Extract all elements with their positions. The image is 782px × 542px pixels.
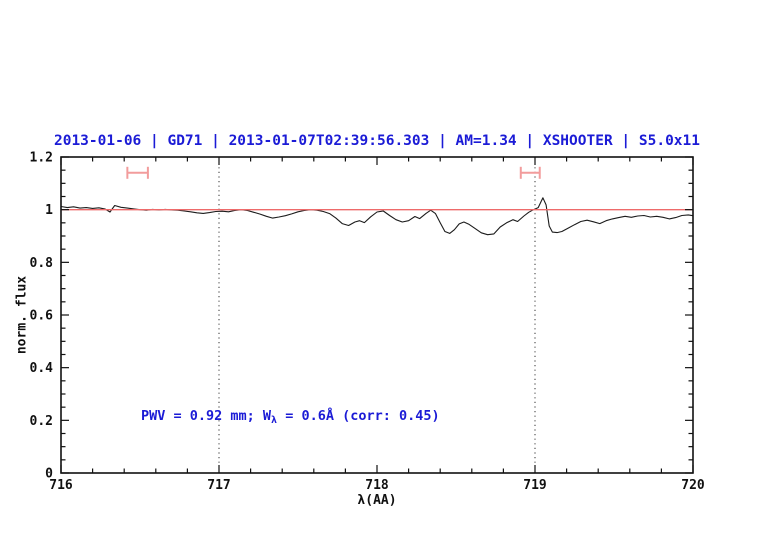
y-tick-label: 0.4 [30, 361, 54, 376]
x-tick-label: 716 [49, 478, 73, 493]
pwv-annotation: PWV = 0.92 mm; Wλ = 0.6Å (corr: 0.45) [141, 408, 440, 426]
x-tick-label: 718 [365, 478, 389, 493]
y-tick-label: 0 [45, 467, 53, 482]
y-tick-label: 0.2 [30, 414, 53, 429]
dotted-guide-lines [218, 158, 536, 472]
axes-frame [60, 156, 694, 474]
x-axis-label: λ(AA) [357, 493, 397, 508]
plot-title: 2013-01-06 | GD71 | 2013-01-07T02:39:56.… [53, 133, 700, 149]
spectrum-line [60, 197, 694, 236]
pwv-annotation-subscript: λ [271, 415, 278, 426]
x-tick-label: 720 [681, 478, 705, 493]
pwv-annotation-prefix: PWV = 0.92 mm; W [141, 408, 272, 424]
x-tick-label: 717 [207, 478, 230, 493]
y-tick-labels: 0 0.2 0.4 0.6 0.8 1 1.2 [30, 151, 54, 482]
y-tick-label: 1 [45, 203, 53, 218]
bandpass-markers [126, 166, 541, 179]
y-axis-label: norm. flux [14, 275, 30, 355]
x-tick-labels: 716 717 718 719 720 [49, 478, 705, 493]
axis-ticks [60, 156, 694, 474]
y-tick-label: 0.8 [30, 256, 54, 271]
y-tick-label: 0.6 [30, 309, 54, 324]
pwv-annotation-suffix: = 0.6Å (corr: 0.45) [277, 408, 440, 424]
y-tick-label: 1.2 [30, 151, 53, 166]
x-tick-label: 719 [523, 478, 546, 493]
